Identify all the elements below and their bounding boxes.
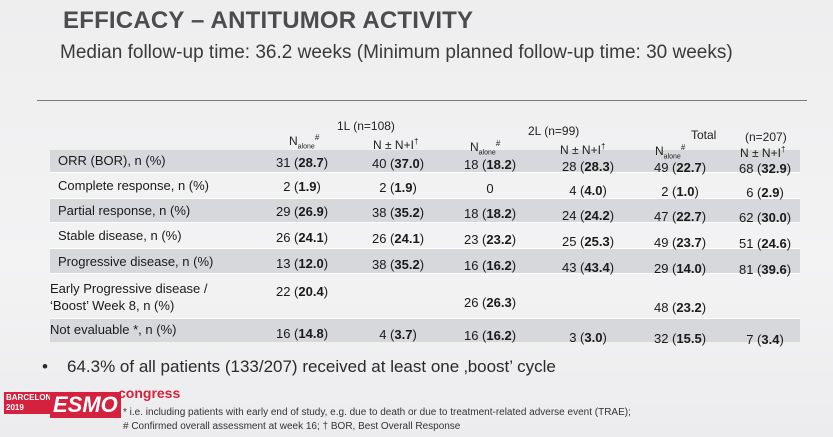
row-band-5 [50, 248, 800, 273]
col-header-nalone: Nalone# [470, 139, 501, 157]
table-cell: 62 (30.0) [738, 210, 792, 225]
table-cell: 38 (35.2) [371, 257, 425, 272]
bullet-text: 64.3% of all patients (133/207) received… [67, 357, 556, 376]
row-divider [50, 248, 800, 249]
table-cell: 47 (22.7) [653, 209, 707, 224]
col-header-nni: N ± N+I† [373, 137, 419, 152]
col-header-nalone: Nalone# [655, 143, 686, 161]
row-label: Partial response, n (%) [58, 203, 191, 218]
table-cell: 7 (3.4) [746, 332, 784, 347]
group-header-2l: 2L (n=99) [528, 124, 580, 138]
table-cell: 16 (16.2) [463, 328, 517, 343]
row-divider [50, 318, 800, 319]
table-cell: 68 (32.9) [738, 161, 792, 176]
group-header-total: Total [691, 128, 717, 142]
group-header-1l: 1L (n=108) [337, 119, 395, 133]
footnote: * i.e. including patients with early end… [123, 407, 631, 418]
table-cell: 24 (24.2) [561, 208, 615, 223]
table-cell: 6 (2.9) [746, 185, 784, 200]
slide-subtitle: Median follow-up time: 36.2 weeks (Minim… [60, 42, 733, 63]
table-cell: 29 (26.9) [275, 204, 329, 219]
table-cell: 49 (23.7) [653, 235, 707, 250]
table-cell: 81 (39.6) [738, 262, 792, 277]
slide-title: EFFICACY – ANTITUMOR ACTIVITY [63, 7, 474, 34]
congress-word: congress [118, 385, 181, 401]
table-cell: 29 (14.0) [653, 261, 707, 276]
table-cell: 23 (23.2) [463, 232, 517, 247]
table-cell: 51 (24.6) [738, 236, 792, 251]
col-header-nni: N ± N+I† [560, 142, 606, 157]
col-header-nalone: Nalone# [289, 133, 320, 151]
bullet-mark: • [42, 357, 48, 376]
row-band-7 [50, 318, 800, 342]
table-cell: 26 (26.3) [463, 295, 517, 310]
table-cell: 25 (25.3) [561, 234, 615, 249]
row-label: Not evaluable *, n (%) [50, 322, 177, 337]
table-cell: 2 (1.9) [379, 180, 417, 195]
table-cell: 16 (14.8) [275, 326, 329, 341]
row-divider [50, 198, 800, 199]
table-cell: 32 (15.5) [653, 331, 707, 346]
table-cell: 3 (3.0) [569, 330, 607, 345]
table-cell: 49 (22.7) [653, 160, 707, 175]
table-top-rule [37, 100, 807, 101]
footnote: # Confirmed overall assessment at week 1… [123, 421, 461, 432]
table-cell: 28 (28.3) [561, 159, 615, 174]
row-divider [50, 273, 800, 274]
table-cell: 13 (12.0) [275, 256, 329, 271]
esmo-logo: ESMO [50, 392, 121, 418]
table-cell: 31 (28.7) [275, 155, 329, 170]
group-header-total-n: (n=207) [745, 130, 787, 144]
row-band-1 [50, 150, 800, 172]
table-cell: 2 (1.0) [661, 184, 699, 199]
row-band-3 [50, 198, 800, 222]
table-cell: 48 (23.2) [653, 300, 707, 315]
row-label: ‘Boost’ Week 8, n (%) [50, 298, 175, 313]
table-cell: 18 (18.2) [463, 157, 517, 172]
row-label: Stable disease, n (%) [58, 228, 182, 243]
row-label: Early Progressive disease / [50, 281, 208, 296]
table-cell: 40 (37.0) [371, 156, 425, 171]
row-label: Progressive disease, n (%) [58, 254, 214, 269]
table-cell: 26 (24.1) [275, 230, 329, 245]
table-cell: 43 (43.4) [561, 260, 615, 275]
city-badge: BARCELONA 2019 [4, 392, 60, 414]
table-cell: 4 (4.0) [569, 183, 607, 198]
table-cell: 26 (24.1) [371, 231, 425, 246]
row-divider [50, 172, 800, 173]
table-cell: 2 (1.9) [283, 179, 321, 194]
row-label: Complete response, n (%) [58, 178, 210, 193]
table-cell: 16 (16.2) [463, 258, 517, 273]
row-label: ORR (BOR), n (%) [58, 153, 166, 168]
table-cell: 4 (3.7) [379, 327, 417, 342]
table-cell: 18 (18.2) [463, 206, 517, 221]
table-cell: 0 [486, 181, 494, 196]
row-divider [50, 222, 800, 223]
col-header-nni: N ± N+I† [740, 145, 786, 160]
table-cell: 38 (35.2) [371, 205, 425, 220]
table-cell: 22 (20.4) [275, 284, 329, 299]
